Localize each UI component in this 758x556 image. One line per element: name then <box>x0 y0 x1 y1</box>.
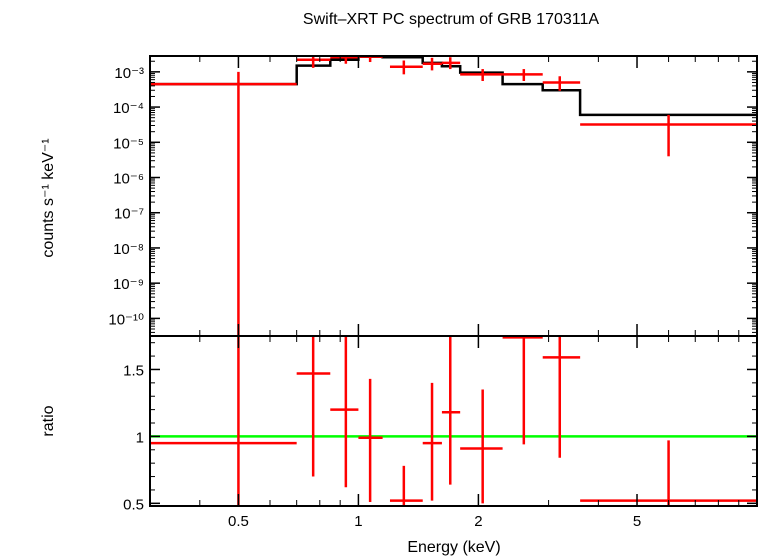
bottom-ytick-label: 1 <box>136 429 144 446</box>
bottom-ytick-label: 1.5 <box>123 362 144 379</box>
ratio-point-6 <box>422 382 442 501</box>
spectrum-point-6 <box>422 57 442 71</box>
ratio-point-9 <box>502 336 543 445</box>
top-ytick-label: 10⁻⁸ <box>113 241 144 258</box>
top-ytick-label: 10⁻³ <box>114 65 144 82</box>
xtick-label: 5 <box>633 513 641 530</box>
spectrum-point-2 <box>296 56 331 68</box>
ratio-point-4 <box>358 378 383 502</box>
top-ytick-label: 10⁻⁵ <box>113 135 144 152</box>
ratio-point-1 <box>150 336 297 506</box>
spectrum-point-10 <box>542 76 581 91</box>
bottom-ytick-label: 0.5 <box>123 496 144 513</box>
model-histogram <box>150 55 757 117</box>
spectrum-point-11 <box>580 114 757 157</box>
ratio-panel: 0.5 1 1.5 0.5 1 2 5 <box>123 335 758 530</box>
xtick-label: 1 <box>354 513 362 530</box>
top-ytick-label: 10⁻⁴ <box>113 100 144 117</box>
ratio-point-8 <box>460 389 503 504</box>
xtick-label: 2 <box>474 513 482 530</box>
spectrum-point-1 <box>150 71 297 336</box>
ratio-point-11 <box>580 440 757 506</box>
ratio-point-2 <box>296 336 331 477</box>
ratio-point-5 <box>389 465 423 506</box>
ratio-point-10 <box>542 336 581 458</box>
spectrum-panel: 10⁻³ 10⁻⁴ 10⁻⁵ 10⁻⁶ 10⁻⁷ 10⁻⁸ 10⁻⁹ 10⁻¹⁰ <box>108 55 758 337</box>
top-panel-frame <box>149 55 758 337</box>
ratio-point-3 <box>330 336 359 488</box>
top-ytick-label: 10⁻⁶ <box>113 171 144 188</box>
ratio-point-7 <box>441 336 461 485</box>
bottom-panel-frame <box>149 335 758 507</box>
spectrum-point-9 <box>502 69 543 81</box>
spectrum-point-5 <box>389 60 423 75</box>
chart-title: Swift–XRT PC spectrum of GRB 170311A <box>303 11 599 28</box>
y-axis-label-top: counts s⁻¹ keV⁻¹ <box>40 138 57 257</box>
xtick-label: 0.5 <box>228 513 249 530</box>
top-ytick-label: 10⁻⁹ <box>113 276 144 293</box>
spectrum-point-8 <box>460 69 503 81</box>
y-axis-label-bottom: ratio <box>40 405 57 436</box>
top-ytick-label: 10⁻¹⁰ <box>108 311 144 328</box>
spectrum-point-7 <box>441 57 461 70</box>
x-axis-label: Energy (keV) <box>407 539 500 556</box>
spectrum-point-3 <box>330 55 359 64</box>
top-ytick-label: 10⁻⁷ <box>114 206 144 223</box>
